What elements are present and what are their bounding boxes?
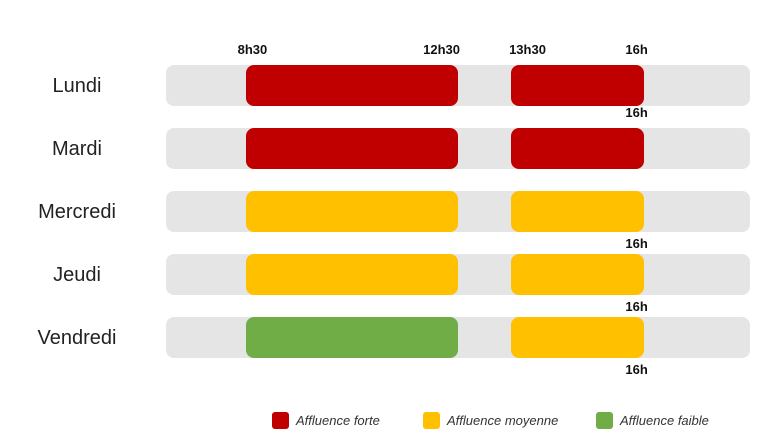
legend-item-moyenne: Affluence moyenne xyxy=(423,410,558,430)
affluence-bar-moyenne xyxy=(511,254,644,295)
affluence-bar-forte xyxy=(511,65,644,106)
time-label: 16h xyxy=(625,105,648,120)
legend-swatch xyxy=(596,411,613,429)
legend-label: Affluence faible xyxy=(620,412,709,428)
day-label: Mardi xyxy=(51,138,102,160)
day-label: Lundi xyxy=(52,75,102,97)
legend: Affluence forte Affluence moyenne Affluenc… xyxy=(0,410,768,430)
legend-label: Affluence forte xyxy=(296,412,380,428)
affluence-bar-moyenne xyxy=(245,254,458,295)
affluence-bar-moyenne xyxy=(511,191,644,232)
time-label: 16h xyxy=(625,42,648,57)
affluence-bar-forte xyxy=(245,65,458,106)
day-label: Jeudi xyxy=(53,264,101,286)
time-label: 13h30 xyxy=(509,42,546,57)
affluence-bar-moyenne xyxy=(245,191,458,232)
time-label: 16h xyxy=(625,362,648,377)
time-label: 8h30 xyxy=(237,42,268,57)
affluence-bar-forte xyxy=(511,128,644,169)
legend-item-forte: Affluence forte xyxy=(272,410,380,430)
legend-swatch xyxy=(272,411,289,429)
time-label: 16h xyxy=(625,299,648,314)
time-label: 12h30 xyxy=(423,42,460,57)
day-label: Mercredi xyxy=(38,201,116,223)
affluence-bar-forte xyxy=(245,128,458,169)
day-label: Vendredi xyxy=(37,327,117,349)
legend-label: Affluence moyenne xyxy=(447,412,559,428)
affluence-bar-moyenne xyxy=(511,317,644,358)
time-label: 16h xyxy=(625,236,648,251)
legend-swatch xyxy=(423,411,440,429)
affluence-bar-faible xyxy=(245,317,458,358)
legend-item-faible: Affluence faible xyxy=(596,410,709,430)
